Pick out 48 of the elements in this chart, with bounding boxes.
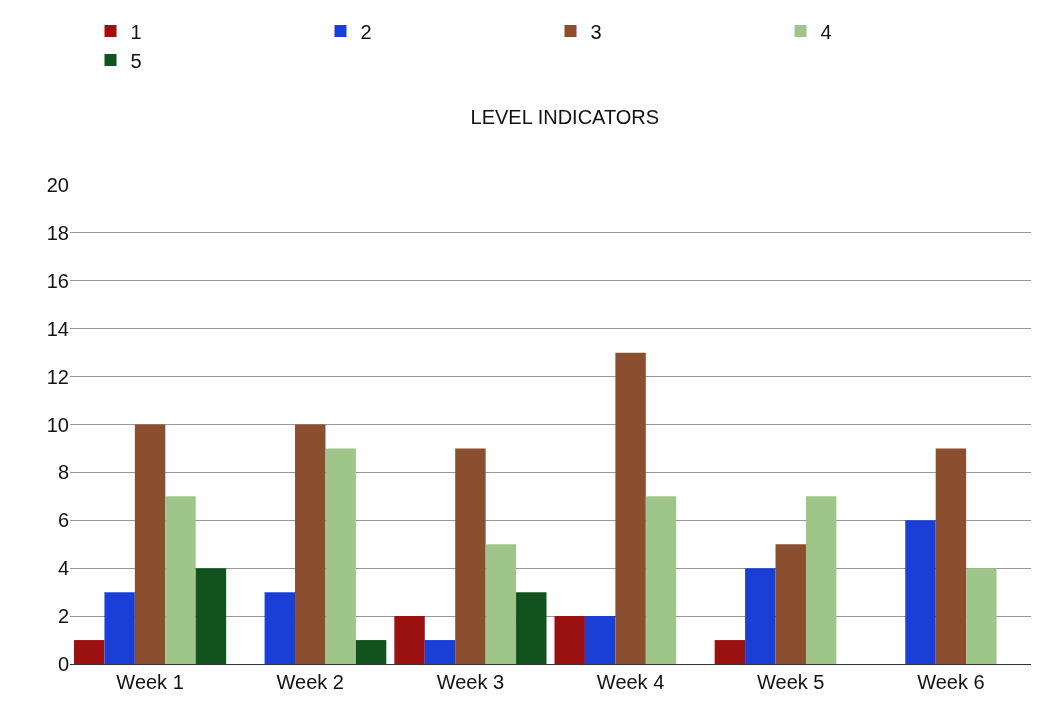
y-tick-label: 6 [57, 509, 69, 532]
bar [745, 568, 776, 664]
bar [615, 352, 646, 664]
legend-label: 5 [130, 49, 142, 72]
bar [134, 424, 166, 664]
bar [905, 520, 936, 664]
legend-label: 4 [820, 20, 832, 43]
bar [394, 616, 425, 664]
y-tick-label: 4 [57, 557, 69, 580]
y-tick-label: 8 [57, 461, 69, 484]
bar [165, 496, 196, 664]
bar [355, 640, 387, 664]
y-tick-label: 0 [57, 653, 69, 675]
x-tick-label: Week 4 [596, 671, 665, 693]
bar [775, 544, 806, 664]
y-tick-label: 14 [46, 317, 69, 340]
bar [295, 424, 326, 664]
legend-label: 3 [590, 20, 602, 43]
bar [485, 544, 517, 664]
y-tick-label: 12 [46, 365, 69, 388]
bar [966, 568, 997, 664]
bar [424, 640, 456, 664]
bar [714, 640, 746, 664]
bar [805, 496, 837, 664]
y-tick-label: 2 [57, 605, 69, 628]
legend-label: 1 [130, 20, 142, 43]
bar [104, 592, 135, 664]
bar [74, 640, 105, 664]
bar [325, 448, 356, 664]
bar [554, 616, 585, 664]
bar [935, 448, 967, 664]
x-tick-label: Week 5 [757, 671, 825, 693]
y-tick-label: 20 [46, 174, 69, 196]
x-tick-label: Week 1 [116, 671, 184, 693]
bar [516, 592, 547, 664]
chart-title: LEVEL INDICATORS [470, 105, 660, 128]
bar [195, 568, 227, 664]
bar [264, 592, 296, 664]
bar [584, 616, 616, 664]
bar [645, 496, 677, 664]
y-tick-label: 16 [46, 269, 69, 292]
x-tick-label: Week 6 [917, 671, 985, 693]
x-tick-label: Week 2 [276, 671, 344, 693]
y-tick-label: 10 [46, 413, 69, 436]
y-tick-label: 18 [46, 221, 69, 244]
legend-label: 2 [360, 20, 372, 43]
bar [455, 448, 486, 664]
x-tick-label: Week 3 [436, 671, 505, 693]
